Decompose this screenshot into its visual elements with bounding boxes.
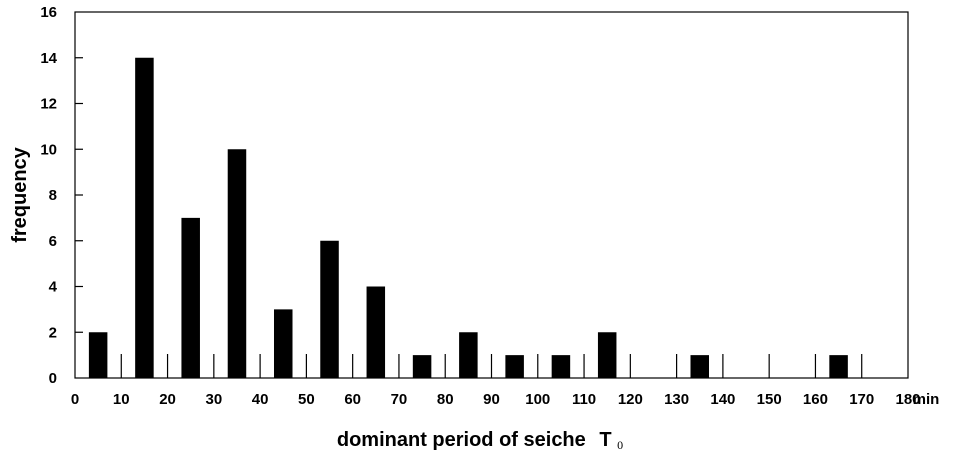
- y-axis-title: frequency: [9, 146, 31, 242]
- bar-110-120: [597, 332, 617, 378]
- bars-group: [88, 57, 848, 378]
- x-tick-label-160: 160: [803, 391, 828, 408]
- bar-10-20: [135, 57, 154, 378]
- x-axis-title: dominant period of seiche T 0: [337, 429, 623, 452]
- bar-160-170: [829, 355, 848, 378]
- x-tick-label-120: 120: [618, 391, 643, 408]
- y-tick-label-2: 2: [49, 324, 57, 341]
- x-tick-label-30: 30: [205, 391, 222, 408]
- bar-30-40: [227, 149, 247, 378]
- y-tick-label-4: 4: [49, 279, 58, 296]
- x-axis: 0 10 20 30 40 50 60 70 80 90 100 110 120 130 140 150 160…: [71, 354, 921, 408]
- bar-100-110: [551, 355, 571, 378]
- bar-130-140: [690, 355, 710, 378]
- x-axis-unit: min: [913, 391, 940, 408]
- x-tick-label-140: 140: [710, 391, 735, 408]
- bar-80-90: [459, 332, 478, 378]
- x-axis-title-subscript: 0: [617, 438, 623, 452]
- y-axis: 0 2 4 6 8 10 12 14 16: [40, 4, 83, 387]
- x-tick-label-150: 150: [757, 391, 782, 408]
- x-tick-label-170: 170: [849, 391, 874, 408]
- bar-90-100: [505, 355, 524, 378]
- y-tick-label-0: 0: [49, 370, 57, 387]
- bar-0-10: [88, 332, 108, 378]
- x-tick-label-20: 20: [159, 391, 176, 408]
- y-tick-label-16: 16: [40, 4, 57, 21]
- y-tick-label-12: 12: [40, 96, 57, 113]
- x-axis-title-symbol: T: [599, 429, 611, 451]
- x-tick-label-40: 40: [252, 391, 269, 408]
- x-tick-label-110: 110: [572, 391, 596, 408]
- x-tick-label-80: 80: [437, 391, 454, 408]
- x-tick-label-180: 180: [895, 391, 920, 408]
- bar-70-80: [412, 355, 432, 378]
- x-tick-label-0: 0: [71, 391, 79, 408]
- x-tick-label-50: 50: [298, 391, 315, 408]
- x-tick-label-60: 60: [344, 391, 361, 408]
- x-axis-title-text: dominant period of seiche: [337, 429, 586, 451]
- bar-60-70: [366, 286, 386, 378]
- y-tick-label-14: 14: [40, 50, 57, 67]
- bar-50-60: [320, 240, 339, 378]
- x-tick-label-130: 130: [664, 391, 689, 408]
- x-tick-label-10: 10: [113, 391, 130, 408]
- x-tick-label-90: 90: [483, 391, 500, 408]
- bar-20-30: [181, 217, 200, 378]
- x-tick-label-70: 70: [391, 391, 408, 408]
- bar-40-50: [273, 309, 293, 378]
- y-tick-label-6: 6: [49, 233, 57, 250]
- y-tick-label-10: 10: [40, 141, 57, 158]
- x-tick-label-100: 100: [525, 391, 550, 408]
- y-tick-label-8: 8: [49, 187, 57, 204]
